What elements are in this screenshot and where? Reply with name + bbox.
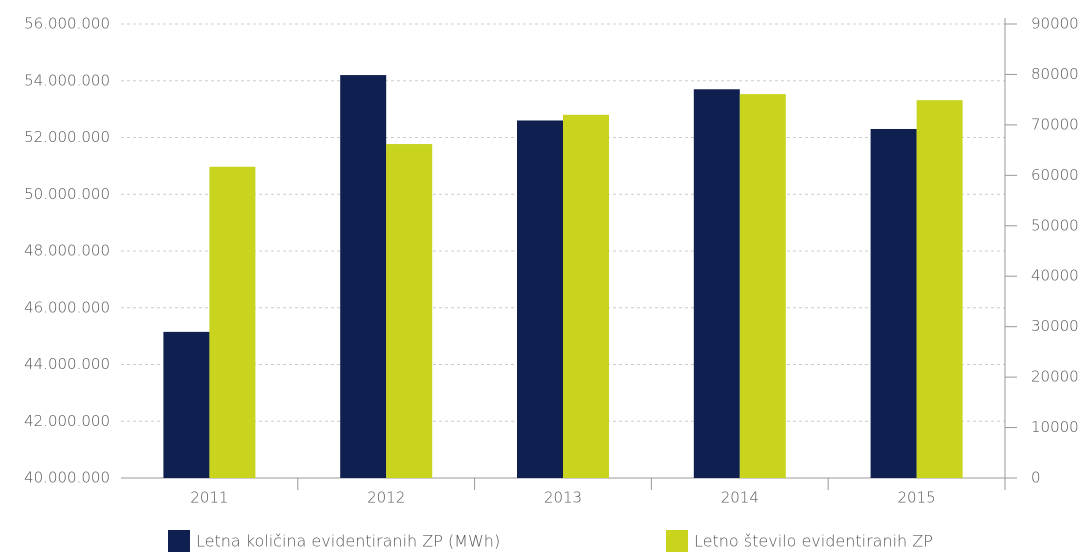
y2-tick-label: 30000 <box>1031 317 1079 335</box>
legend-swatch <box>168 530 190 552</box>
bar <box>870 128 917 479</box>
y2-tick-label: 0 <box>1031 469 1041 487</box>
y2-tick-label: 40000 <box>1031 267 1079 285</box>
x-tick-label: 2014 <box>721 489 759 507</box>
bar <box>163 331 210 478</box>
y2-tick-label: 10000 <box>1031 418 1079 436</box>
bar <box>563 114 609 479</box>
bar <box>517 120 563 478</box>
bar <box>693 89 740 478</box>
y2-tick-label: 20000 <box>1031 368 1079 386</box>
y-tick-label: 50.000.000 <box>24 185 110 203</box>
y2-tick-label: 80000 <box>1031 65 1079 83</box>
y-tick-label: 42.000.000 <box>24 412 110 430</box>
y2-tick-label: 70000 <box>1031 115 1079 133</box>
x-tick-label: 2012 <box>367 489 405 507</box>
bar <box>386 144 433 478</box>
y-tick-label: 40.000.000 <box>24 469 110 487</box>
y-tick-label: 46.000.000 <box>24 298 110 316</box>
legend-swatch <box>666 530 688 552</box>
bar <box>916 100 963 478</box>
y-tick-label: 52.000.000 <box>24 128 110 146</box>
y-tick-label: 54.000.000 <box>24 71 110 89</box>
legend-label: Letno število evidentiranih ZP <box>694 532 933 551</box>
y2-tick-label: 50000 <box>1031 216 1079 234</box>
legend-label: Letna količina evidentiranih ZP (MWh) <box>196 532 500 551</box>
bar <box>340 75 387 478</box>
bar <box>739 94 786 479</box>
x-tick-label: 2015 <box>898 489 936 507</box>
y2-tick-label: 90000 <box>1031 15 1079 33</box>
x-tick-label: 2011 <box>190 489 228 507</box>
y-tick-label: 56.000.000 <box>24 15 110 33</box>
y2-tick-label: 60000 <box>1031 166 1079 184</box>
y-tick-label: 48.000.000 <box>24 242 110 260</box>
x-tick-label: 2013 <box>544 489 582 507</box>
y-tick-label: 44.000.000 <box>24 355 110 373</box>
bar <box>209 166 256 478</box>
